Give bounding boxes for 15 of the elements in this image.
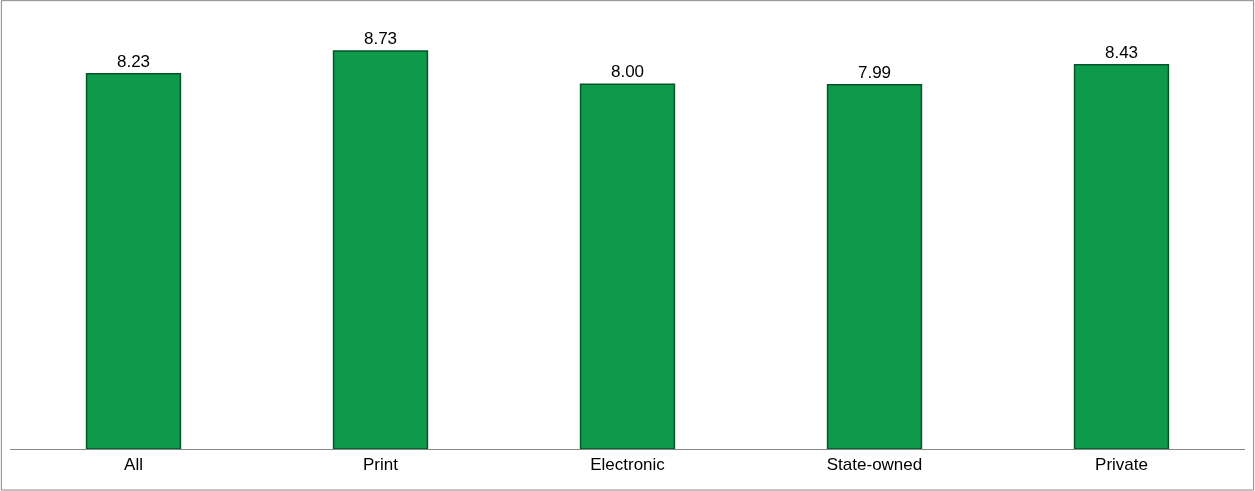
bar (579, 83, 676, 449)
bar (332, 50, 429, 449)
x-tick-label: Electronic (590, 455, 666, 475)
x-tick-label: Private (1095, 455, 1148, 475)
x-tick-label: Print (363, 455, 399, 475)
bar (826, 83, 923, 449)
x-tick-label: State-owned (826, 455, 923, 475)
bar (1073, 63, 1170, 449)
data-label: 8.73 (363, 28, 398, 48)
data-label: 8.23 (116, 51, 151, 71)
x-tick-label: All (124, 455, 143, 475)
data-label: 7.99 (857, 62, 892, 82)
data-label: 8.43 (1104, 42, 1139, 62)
bar (85, 73, 182, 449)
data-label: 8.00 (610, 62, 645, 82)
